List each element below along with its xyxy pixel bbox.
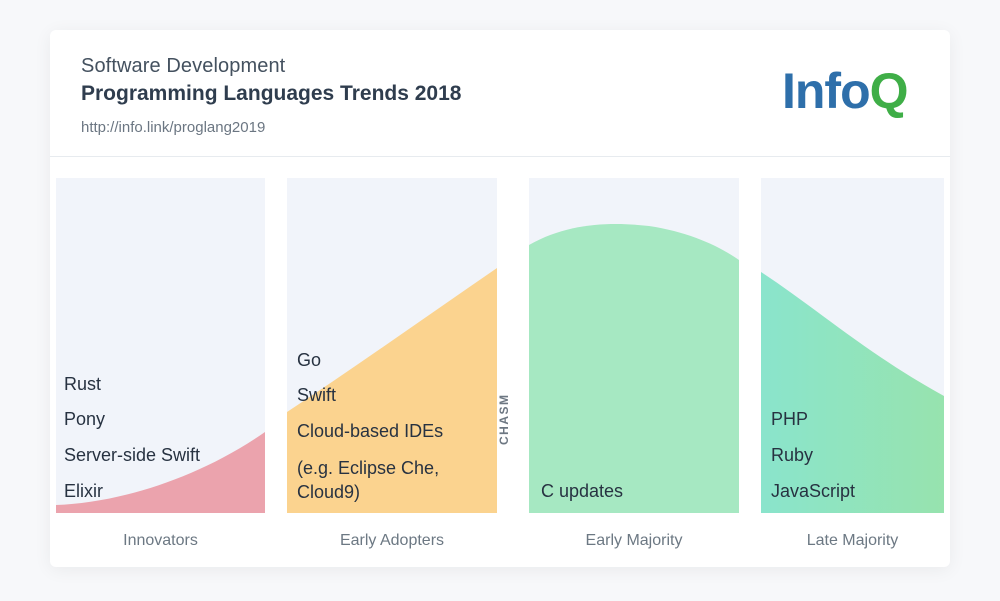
subtitle: Software Development [81,55,286,77]
item-go: Go [297,350,322,370]
early-adopters-curve [287,268,497,513]
page-title: Programming Languages Trends 2018 [81,82,462,105]
logo-q-text: Q [869,63,909,119]
item-server-side-swift: Server-side Swift [64,445,201,465]
item-swift: Swift [297,385,337,405]
trends-card: Software Development Programming Languag… [50,30,950,567]
phase-label-early-majority: Early Majority [585,532,683,549]
item-pony: Pony [64,409,106,429]
panel-early-majority: C updates [529,178,739,513]
header-divider [50,156,950,157]
logo-info-text: Info [782,63,871,119]
panel-innovators: Rust Pony Server-side Swift Elixir [56,178,265,513]
chasm-label: CHASM [497,393,511,446]
late-majority-curve [761,272,944,513]
item-php: PHP [771,409,809,429]
panel-late-majority: PHP Ruby JavaScript [761,178,944,513]
early-majority-curve [529,223,739,513]
panel-early-adopters: Go Swift Cloud-based IDEs (e.g. Eclipse … [287,178,497,513]
item-elixir: Elixir [64,481,103,501]
item-ruby: Ruby [771,445,814,465]
phase-label-late-majority: Late Majority [806,532,899,549]
phase-label-early-adopters: Early Adopters [339,532,445,549]
phase-label-innovators: Innovators [123,532,198,549]
item-c-updates: C updates [541,481,624,501]
source-url: http://info.link/proglang2019 [81,119,266,136]
item-rust: Rust [64,374,102,394]
item-cloud-ides: Cloud-based IDEs [297,421,444,441]
innovators-curve [56,432,265,513]
item-javascript: JavaScript [771,481,856,501]
item-eclipse-che: (e.g. Eclipse Che, [297,458,440,478]
item-cloud9: Cloud9) [297,482,361,502]
infoq-logo: InfoQ [782,63,909,119]
header: Software Development Programming Languag… [50,30,950,156]
